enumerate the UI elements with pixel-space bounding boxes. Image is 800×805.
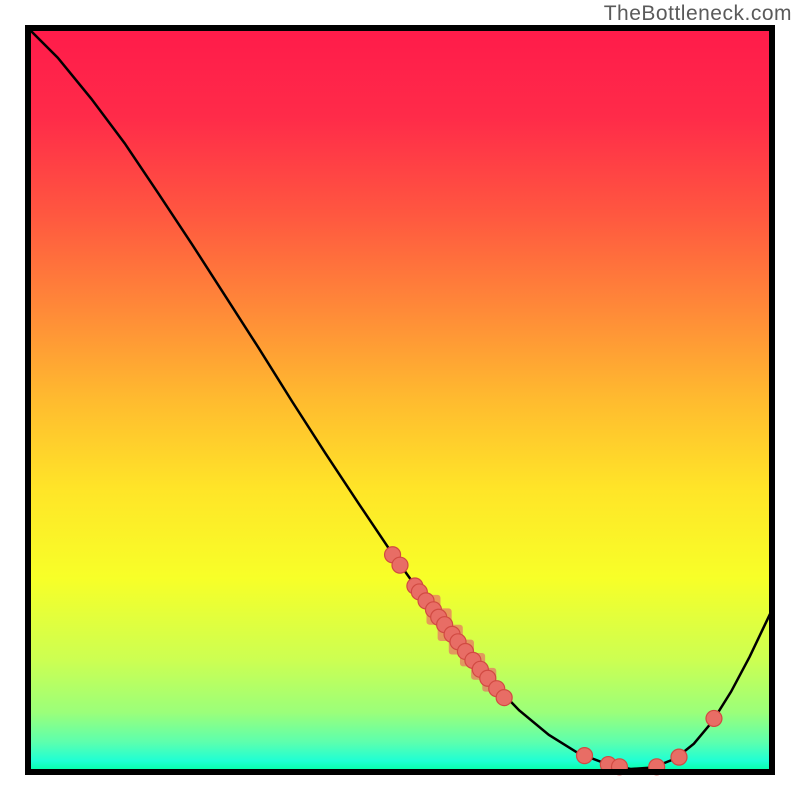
bottleneck-chart: TheBottleneck.com xyxy=(0,0,800,800)
watermark-text: TheBottleneck.com xyxy=(604,2,792,26)
data-point xyxy=(671,749,687,765)
chart-background xyxy=(28,28,772,772)
data-point xyxy=(706,710,722,726)
chart-svg xyxy=(0,0,800,800)
data-point xyxy=(392,557,408,573)
data-point xyxy=(577,748,593,764)
data-point xyxy=(496,690,512,706)
